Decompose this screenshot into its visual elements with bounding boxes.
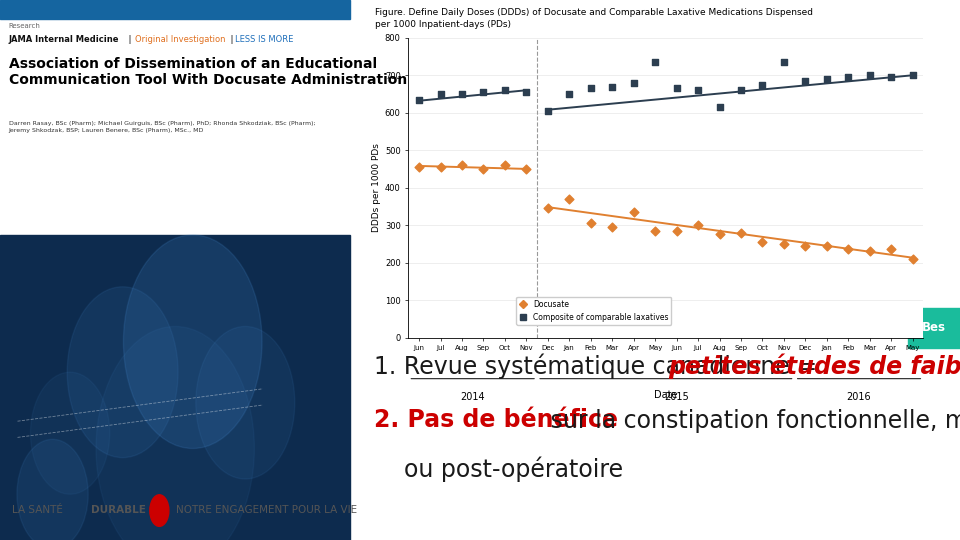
Text: 2014: 2014 — [461, 392, 485, 402]
Point — [605, 82, 620, 91]
Point — [647, 226, 662, 235]
Bar — [908, 308, 960, 348]
Circle shape — [150, 495, 169, 526]
Point — [454, 161, 469, 170]
Point — [412, 95, 427, 104]
Text: DURABLE: DURABLE — [91, 505, 146, 515]
Circle shape — [196, 326, 295, 479]
Text: 2015: 2015 — [664, 392, 689, 402]
Point — [433, 90, 448, 98]
Text: |: | — [228, 35, 236, 44]
Point — [562, 90, 577, 98]
Circle shape — [96, 326, 254, 540]
Text: Figure. Define Daily Doses (DDDs) of Docusate and Comparable Laxative Medication: Figure. Define Daily Doses (DDDs) of Doc… — [374, 8, 813, 29]
Point — [583, 84, 598, 93]
Point — [819, 75, 834, 83]
Bar — [0, 235, 350, 540]
Circle shape — [17, 440, 88, 540]
Text: sur la constipation fonctionnelle, médicamenteuse: sur la constipation fonctionnelle, médic… — [543, 408, 960, 433]
Y-axis label: DDDs per 1000 PDs: DDDs per 1000 PDs — [372, 143, 380, 232]
Circle shape — [67, 287, 178, 457]
Text: Research: Research — [9, 23, 40, 29]
Point — [647, 58, 662, 66]
Point — [777, 240, 792, 248]
Point — [412, 163, 427, 171]
Point — [690, 86, 706, 94]
Point — [540, 106, 556, 115]
Point — [755, 238, 770, 246]
Circle shape — [31, 372, 109, 494]
Point — [883, 245, 899, 254]
Point — [669, 84, 684, 93]
Point — [862, 71, 877, 79]
X-axis label: Date: Date — [654, 390, 678, 400]
Text: Darren Rasay, BSc (Pharm); Michael Guirguis, BSc (Pharm), PhD; Rhonda Shkodziak,: Darren Rasay, BSc (Pharm); Michael Guirg… — [9, 122, 316, 133]
Text: |: | — [126, 35, 134, 44]
Point — [712, 230, 728, 239]
Text: LESS IS MORE: LESS IS MORE — [235, 35, 293, 44]
Point — [862, 247, 877, 255]
Bar — [0, 0, 350, 19]
Point — [540, 204, 556, 213]
Point — [626, 78, 641, 87]
Point — [433, 163, 448, 171]
Point — [605, 222, 620, 231]
Point — [497, 161, 513, 170]
Point — [755, 80, 770, 89]
Point — [690, 221, 706, 230]
Point — [841, 245, 856, 254]
Point — [798, 77, 813, 85]
Point — [476, 165, 492, 173]
Point — [562, 194, 577, 203]
Point — [777, 58, 792, 66]
Text: 2016: 2016 — [847, 392, 872, 402]
Point — [712, 103, 728, 111]
Text: Bes: Bes — [923, 321, 947, 334]
Text: 1. Revue systématique canadienne =: 1. Revue systématique canadienne = — [374, 354, 825, 379]
Text: petites études de faible qualité: petites études de faible qualité — [668, 354, 960, 379]
Legend: Docusate, Composite of comparable laxatives: Docusate, Composite of comparable laxati… — [516, 297, 671, 325]
Point — [626, 208, 641, 217]
Point — [583, 219, 598, 227]
Text: 2. Pas de bénéfice: 2. Pas de bénéfice — [374, 408, 618, 431]
Point — [819, 241, 834, 250]
Text: LA SANTÉ: LA SANTÉ — [12, 505, 65, 515]
Point — [669, 226, 684, 235]
Point — [798, 241, 813, 250]
Point — [476, 88, 492, 97]
Text: ou post-opératoire: ou post-opératoire — [374, 456, 624, 482]
Point — [497, 86, 513, 94]
Point — [518, 88, 534, 97]
Text: Original Investigation: Original Investigation — [135, 35, 226, 44]
Point — [454, 90, 469, 98]
Circle shape — [124, 235, 262, 448]
Point — [733, 86, 749, 94]
Point — [905, 254, 921, 263]
Text: NOTRE ENGAGEMENT POUR LA VIE: NOTRE ENGAGEMENT POUR LA VIE — [176, 505, 357, 515]
Point — [733, 228, 749, 237]
Point — [905, 71, 921, 79]
Point — [518, 165, 534, 173]
Point — [883, 73, 899, 82]
Text: JAMA Internal Medicine: JAMA Internal Medicine — [9, 35, 119, 44]
Point — [841, 73, 856, 82]
Text: Association of Dissemination of an Educational
Communication Tool With Docusate : Association of Dissemination of an Educa… — [9, 57, 407, 87]
